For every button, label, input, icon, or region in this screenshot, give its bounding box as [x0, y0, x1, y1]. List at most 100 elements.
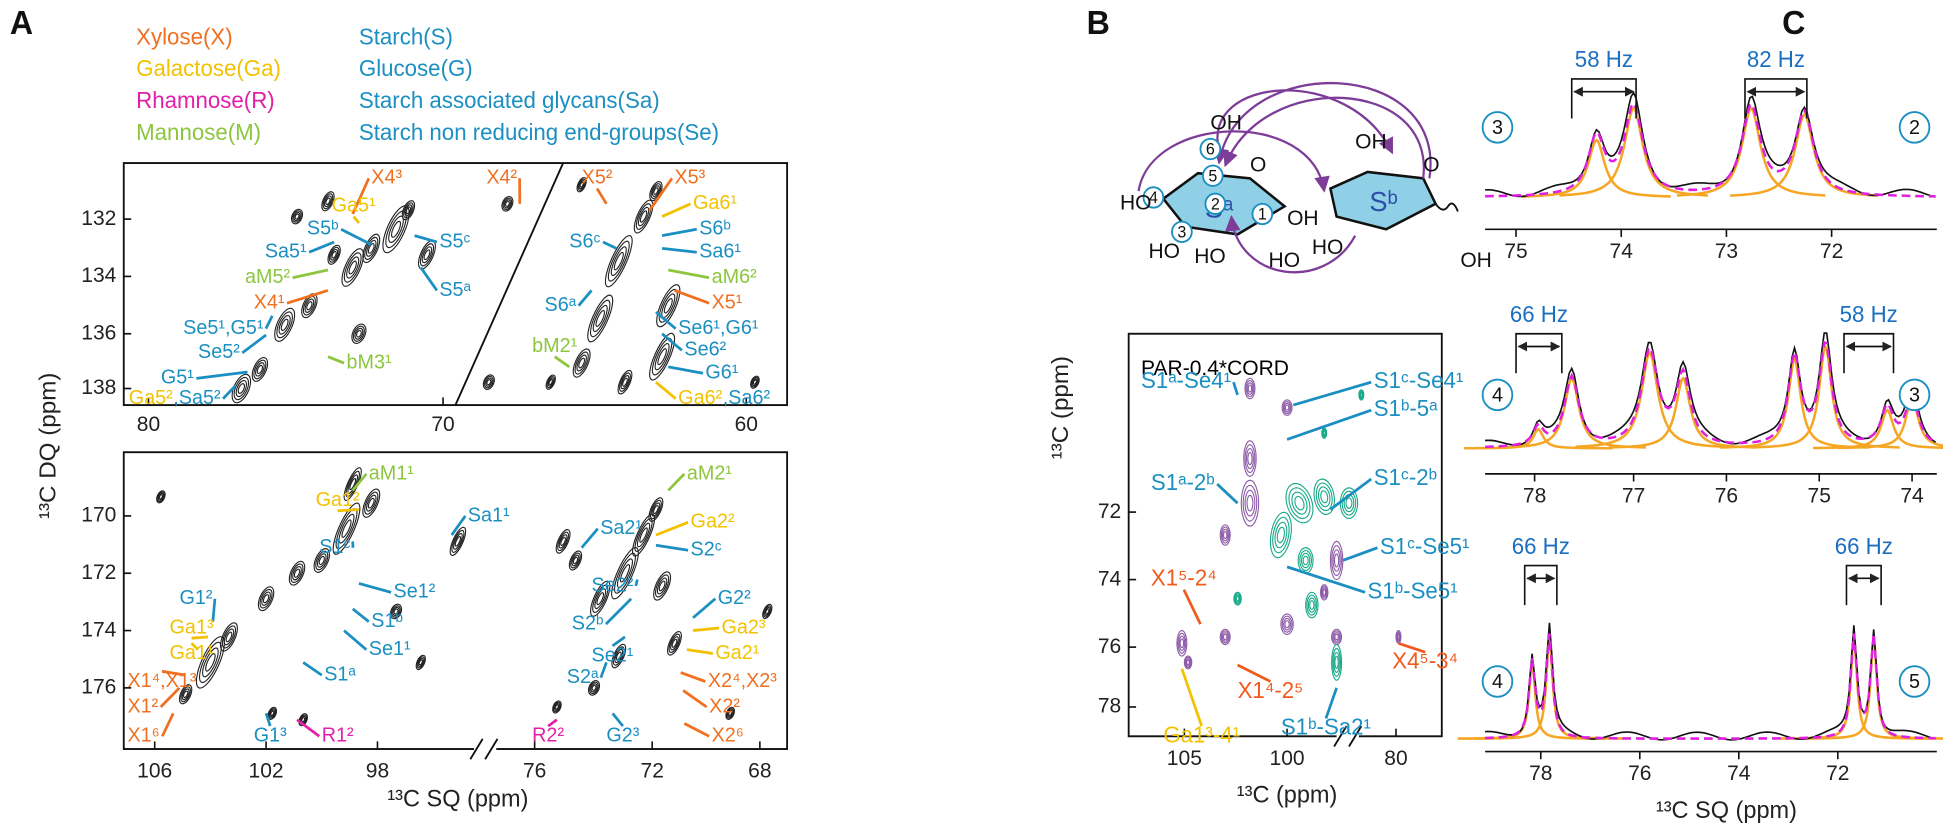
- contour: [576, 177, 587, 193]
- contour: [405, 206, 412, 214]
- contour: [501, 195, 514, 212]
- contour: [288, 560, 306, 586]
- contour: [269, 709, 276, 718]
- contour: [237, 383, 246, 394]
- contour: [1235, 595, 1240, 602]
- contour: [419, 243, 435, 267]
- contour: [1242, 484, 1258, 522]
- peak-label: Sa1¹: [468, 504, 510, 526]
- contour: [348, 260, 357, 275]
- peak-label: Se2²: [592, 574, 634, 596]
- contour: [198, 641, 222, 684]
- contour: [268, 708, 277, 719]
- contour: [156, 490, 166, 504]
- x-tick-label: 76: [1628, 761, 1651, 785]
- contour: [346, 256, 360, 279]
- contour: [1281, 399, 1293, 416]
- contour: [1276, 526, 1286, 544]
- contour: [614, 648, 624, 664]
- site-label: 2: [1909, 117, 1920, 139]
- y-tick-label: 132: [81, 206, 116, 230]
- peak-label: S6ᵇ: [699, 217, 731, 239]
- contour: [589, 299, 611, 338]
- peak-label: X2⁶: [712, 724, 744, 746]
- leader-line: [264, 315, 274, 330]
- contour: [366, 239, 377, 257]
- legend-entry: Mannose(M): [136, 120, 261, 145]
- contour: [306, 301, 313, 311]
- peak-label: S1ᵇ: [371, 610, 403, 632]
- contour: [1332, 647, 1342, 677]
- contour: [1334, 633, 1339, 641]
- peak-label: X1⁴,X1³: [127, 670, 196, 692]
- x-tick-label: 80: [137, 412, 161, 436]
- legend-entry: Starch(S): [359, 24, 453, 49]
- contour: [590, 683, 598, 693]
- arrow: [1137, 130, 1330, 193]
- contour: [278, 315, 291, 335]
- contour: [591, 684, 597, 691]
- site-label: 3: [1909, 384, 1920, 406]
- contour: [616, 558, 633, 589]
- contour: [253, 359, 267, 380]
- contour: [1183, 655, 1193, 670]
- group-label: O: [1423, 152, 1439, 176]
- contour: [634, 518, 653, 552]
- contour: [1221, 528, 1229, 542]
- contour: [182, 690, 189, 699]
- contour: [451, 529, 465, 553]
- contour: [225, 631, 233, 643]
- y-tick-label: 134: [81, 263, 116, 287]
- contour: [1234, 594, 1241, 603]
- leader-line: [1286, 408, 1372, 441]
- contour: [1283, 617, 1292, 631]
- x-tick-label: 98: [366, 758, 389, 782]
- position-marker: [1204, 192, 1227, 215]
- y-tick-label: 76: [1098, 634, 1121, 658]
- leader-line: [264, 712, 272, 727]
- contour: [571, 554, 580, 567]
- leader-line: [286, 289, 329, 305]
- contour: [548, 379, 553, 386]
- group-label: OH: [1355, 129, 1387, 153]
- contour: [367, 497, 375, 509]
- contour: [633, 199, 654, 234]
- leader-line: [655, 381, 677, 400]
- leader-line: [450, 515, 467, 536]
- contour: [650, 183, 662, 200]
- x-tick-label: 73: [1715, 239, 1738, 263]
- contour: [261, 591, 271, 606]
- contour: [403, 202, 414, 219]
- contour: [393, 608, 399, 615]
- peak-label: S1ᵃ-2ᵇ: [1151, 470, 1215, 495]
- leader-line: [599, 661, 608, 679]
- contour: [726, 708, 735, 719]
- peak-label: aM1¹: [369, 462, 414, 484]
- contour: [401, 200, 416, 221]
- contour: [1176, 629, 1188, 657]
- leader-line: [611, 712, 624, 727]
- contour: [764, 606, 771, 617]
- axis-break: [454, 162, 564, 406]
- leader-line: [343, 629, 368, 651]
- legend-entry: Xylose(X): [136, 24, 233, 49]
- bracket: [1845, 564, 1882, 606]
- contour: [1331, 643, 1343, 681]
- y-tick-label: 172: [81, 560, 116, 584]
- x-tick-label: 75: [1504, 239, 1527, 263]
- contour: [321, 191, 335, 212]
- contour: [1322, 589, 1327, 596]
- peak-label: Se1¹: [369, 638, 411, 660]
- contour: [157, 492, 164, 501]
- contour: [392, 606, 400, 617]
- panel-label: A: [10, 4, 33, 42]
- contour: [256, 364, 264, 375]
- leader-line: [340, 228, 372, 246]
- contour: [351, 323, 367, 344]
- peak-label: X4⁵-3⁴: [1392, 648, 1458, 673]
- x-tick-label: 77: [1622, 483, 1645, 507]
- contour: [301, 717, 306, 723]
- peak-label: X4²: [486, 166, 517, 188]
- position-label: 5: [1208, 167, 1217, 185]
- peak-label: Sa2¹: [600, 517, 642, 539]
